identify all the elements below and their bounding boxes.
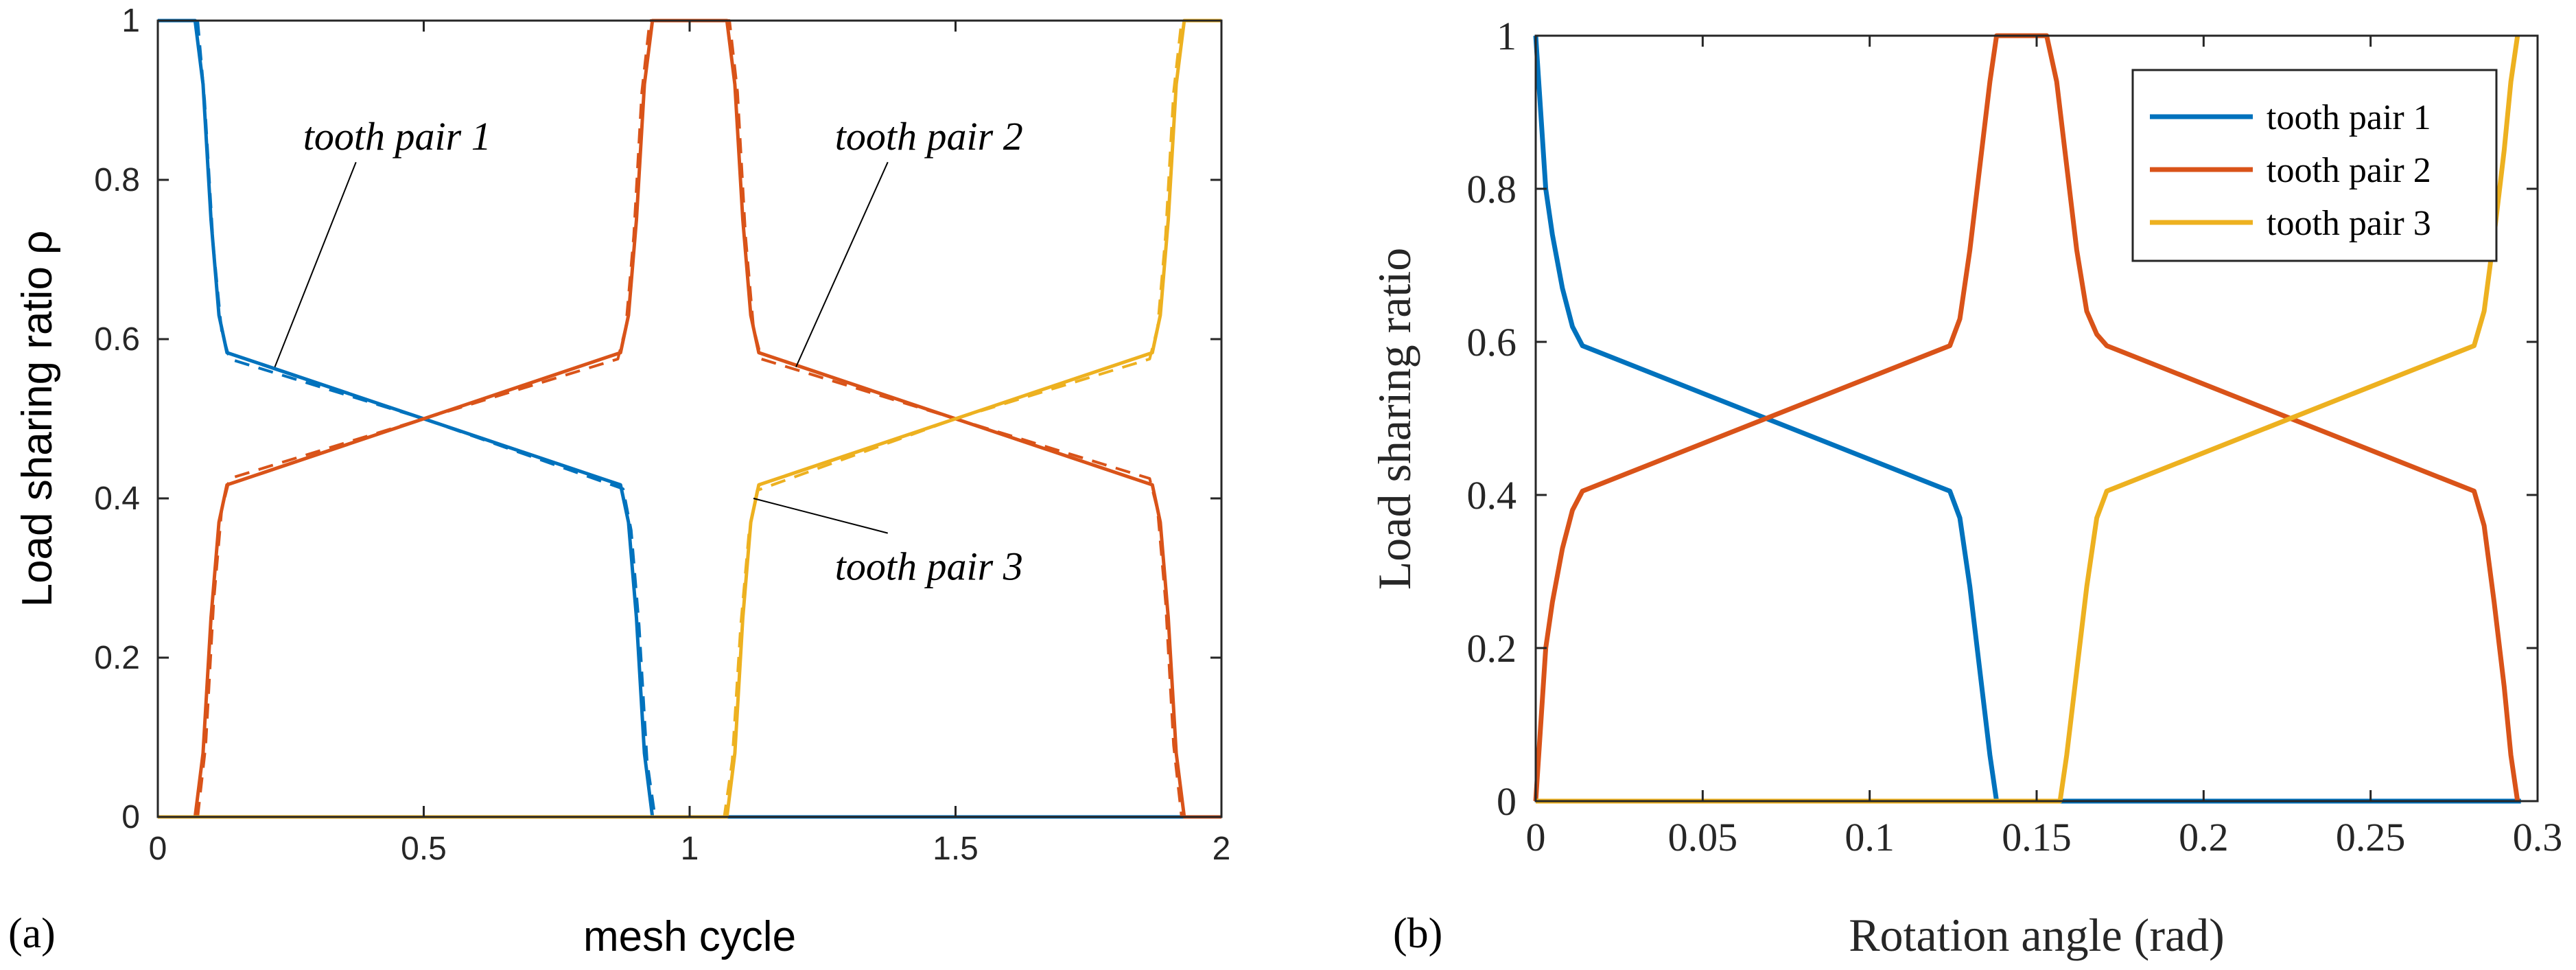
panel-a-annotation-tooth-pair-3: tooth pair 3 [835, 544, 1023, 589]
panel-a-x-tick-label: 1 [681, 831, 699, 867]
panel-a-x-tick-label: 0 [149, 831, 167, 867]
panel-a-tick-marks [156, 19, 1223, 818]
legend-label-tooth-pair-2: tooth pair 2 [2267, 151, 2431, 190]
panel-a-x-tick-label: 2 [1213, 831, 1231, 867]
legend-box [2131, 69, 2498, 262]
panel-b-y-tick-label: 0.6 [1467, 320, 1517, 365]
panel-a-annotation-leader-3 [753, 498, 889, 534]
panel-a-y-tick-label: 0.8 [94, 162, 140, 198]
panel-a-annotation-leader-2 [795, 161, 889, 368]
panel-b-legend: tooth pair 1 tooth pair 2 tooth pair 3 [2131, 69, 2498, 262]
panel-a-plot-area [158, 21, 1221, 817]
panel-b-x-tick-label: 0 [1526, 815, 1546, 859]
panel-b-y-axis-label: Load sharing ratio [1368, 248, 1420, 590]
panel-a-y-tick-label: 1 [121, 3, 140, 39]
panel-b-x-tick-label: 0.15 [2002, 815, 2072, 859]
panel-b-y-tick-label: 0.8 [1467, 167, 1517, 211]
panel-a-annotation-tooth-pair-2: tooth pair 2 [835, 114, 1023, 159]
panel-b-tick-marks [1534, 34, 2539, 802]
panel-b-x-tick-label: 0.1 [1845, 815, 1895, 859]
panel-a-x-tick-label: 1.5 [933, 831, 979, 867]
panel-b-y-tick-label: 0 [1497, 779, 1517, 824]
panel-b-y-tick-label: 0.2 [1467, 626, 1517, 671]
panel-b-y-tick-label: 1 [1497, 14, 1517, 58]
panel-a-y-tick-label: 0.2 [94, 640, 140, 676]
panel-b-label: (b) [1393, 910, 1442, 957]
panel-b-x-tick-label: 0.2 [2179, 815, 2229, 859]
panel-a-annotation-lines [274, 161, 889, 534]
panel-a-label: (a) [8, 910, 56, 957]
panel-a-y-tick-label: 0 [121, 799, 140, 835]
panel-b-x-tick-label: 0.05 [1668, 815, 1738, 859]
panel-b: 0 0.05 0.1 0.15 0.2 0.25 0.3 0 0.2 0.4 0.6 0.8 1 Ro… [1368, 14, 2562, 961]
panel-a-x-tick-labels: 0 0.5 1 1.5 2 [149, 831, 1231, 867]
panel-a-series-tooth-pair-3 [158, 19, 1221, 819]
panel-a-x-axis-label: mesh cycle [583, 913, 796, 960]
legend-label-tooth-pair-3: tooth pair 3 [2267, 204, 2431, 243]
panel-b-x-tick-label: 0.25 [2336, 815, 2406, 859]
panel-a: 0 0.5 1 1.5 2 0 0.2 0.4 0.6 0.8 1 mesh cycle Load… [8, 3, 1230, 960]
panel-b-x-tick-labels: 0 0.05 0.1 0.15 0.2 0.25 0.3 [1526, 815, 2563, 859]
panel-b-x-tick-label: 0.3 [2513, 815, 2563, 859]
panel-b-x-axis-label: Rotation angle (rad) [1849, 909, 2225, 961]
panel-a-annotation-leader-1 [274, 161, 357, 367]
panel-b-y-tick-label: 0.4 [1467, 473, 1517, 518]
panel-a-y-tick-label: 0.4 [94, 481, 140, 517]
panel-a-x-tick-label: 0.5 [401, 831, 447, 867]
panel-a-y-tick-labels: 0 0.2 0.4 0.6 0.8 1 [94, 3, 140, 835]
panel-a-annotation-tooth-pair-1: tooth pair 1 [303, 114, 491, 159]
panel-a-series-tooth-pair-3-dashed [721, 20, 1183, 818]
panel-b-series-tooth-pair-3 [1536, 35, 2520, 804]
panel-a-series-tooth-pair-1-dashed [196, 20, 658, 818]
panel-a-y-axis-label: Load sharing ratio ρ [14, 231, 61, 608]
panel-b-y-tick-labels: 0 0.2 0.4 0.6 0.8 1 [1467, 14, 1517, 824]
panel-a-y-tick-label: 0.6 [94, 321, 140, 358]
legend-label-tooth-pair-1: tooth pair 1 [2267, 98, 2431, 137]
